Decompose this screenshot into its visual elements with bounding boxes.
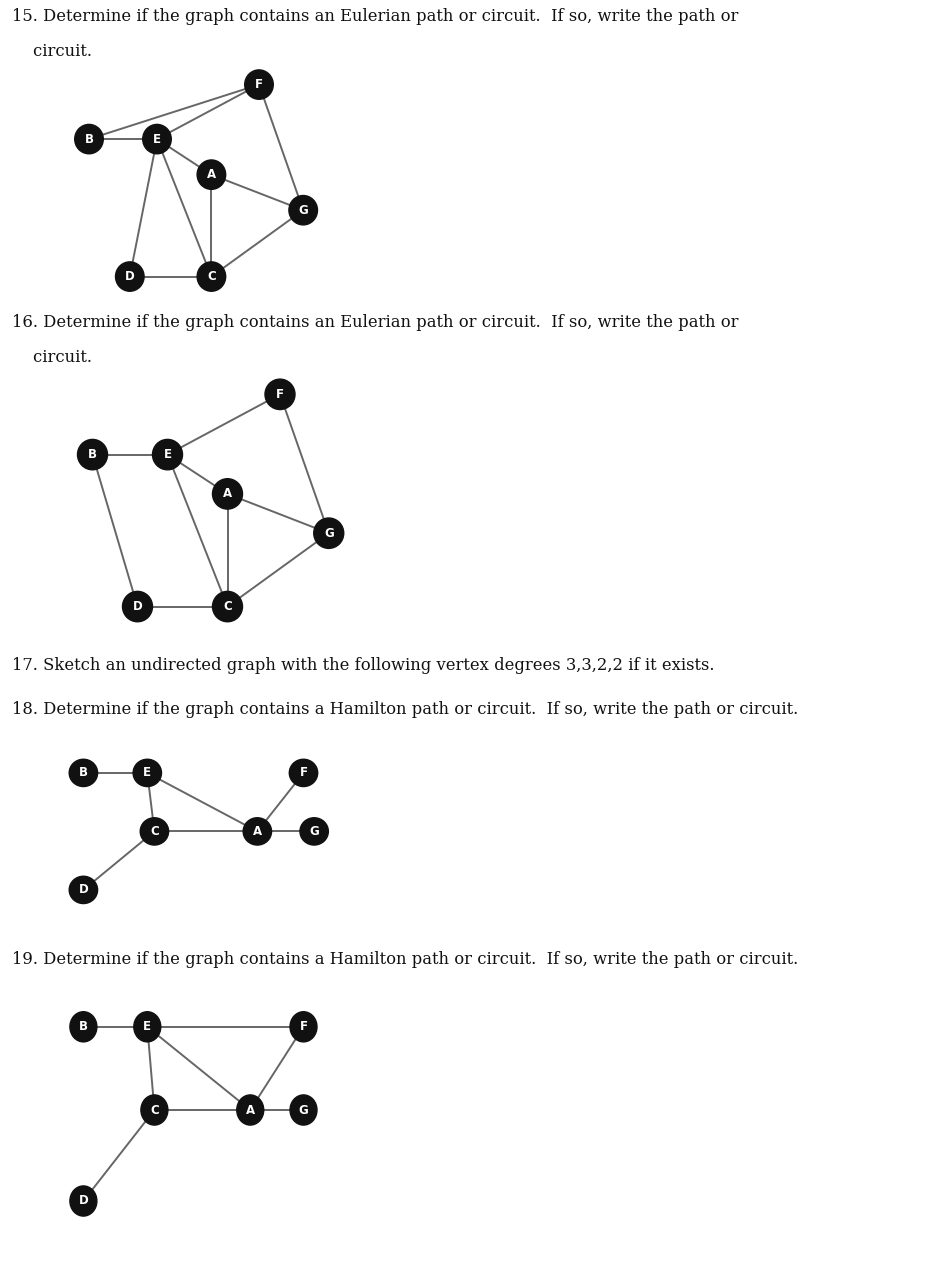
- Text: F: F: [276, 388, 284, 401]
- Ellipse shape: [265, 379, 295, 410]
- Text: A: A: [246, 1103, 255, 1116]
- Text: F: F: [255, 78, 263, 91]
- Ellipse shape: [133, 760, 162, 786]
- Text: G: G: [310, 825, 319, 838]
- Text: F: F: [299, 766, 308, 780]
- Text: C: C: [207, 270, 216, 283]
- Ellipse shape: [245, 70, 273, 100]
- Ellipse shape: [212, 479, 243, 509]
- Text: 15. Determine if the graph contains an Eulerian path or circuit.  If so, write t: 15. Determine if the graph contains an E…: [12, 8, 738, 25]
- Ellipse shape: [289, 196, 317, 225]
- Ellipse shape: [243, 818, 272, 846]
- Ellipse shape: [74, 124, 103, 154]
- Text: circuit.: circuit.: [12, 43, 92, 59]
- Ellipse shape: [141, 1095, 168, 1125]
- Text: E: E: [153, 133, 161, 145]
- Text: C: C: [150, 825, 159, 838]
- Text: A: A: [223, 488, 232, 501]
- Text: D: D: [78, 1194, 88, 1207]
- Ellipse shape: [197, 161, 226, 190]
- Ellipse shape: [140, 818, 168, 846]
- Ellipse shape: [290, 1095, 317, 1125]
- Text: F: F: [299, 1020, 308, 1033]
- Text: E: E: [143, 766, 152, 780]
- Text: 19. Determine if the graph contains a Hamilton path or circuit.  If so, write th: 19. Determine if the graph contains a Ha…: [12, 951, 798, 967]
- Text: 17. Sketch an undirected graph with the following vertex degrees 3,3,2,2 if it e: 17. Sketch an undirected graph with the …: [12, 656, 714, 674]
- Text: B: B: [85, 133, 94, 145]
- Text: G: G: [299, 204, 308, 216]
- Ellipse shape: [197, 262, 226, 291]
- Ellipse shape: [69, 876, 98, 904]
- Text: A: A: [206, 168, 216, 181]
- Text: G: G: [324, 527, 334, 540]
- Ellipse shape: [70, 1186, 97, 1216]
- Ellipse shape: [237, 1095, 264, 1125]
- Ellipse shape: [123, 592, 153, 622]
- Ellipse shape: [290, 1011, 317, 1042]
- Text: E: E: [143, 1020, 152, 1033]
- Text: D: D: [78, 884, 88, 896]
- Text: B: B: [88, 449, 97, 461]
- Text: G: G: [299, 1103, 309, 1116]
- Ellipse shape: [153, 440, 182, 470]
- Ellipse shape: [77, 440, 108, 470]
- Ellipse shape: [69, 760, 98, 786]
- Text: B: B: [79, 766, 88, 780]
- Ellipse shape: [115, 262, 144, 291]
- Text: circuit.: circuit.: [12, 349, 92, 367]
- Ellipse shape: [142, 124, 171, 154]
- Ellipse shape: [212, 592, 243, 622]
- Ellipse shape: [134, 1011, 161, 1042]
- Text: B: B: [79, 1020, 88, 1033]
- Ellipse shape: [289, 760, 318, 786]
- Ellipse shape: [300, 818, 328, 846]
- Text: D: D: [133, 600, 142, 613]
- Text: E: E: [164, 449, 171, 461]
- Text: A: A: [253, 825, 262, 838]
- Ellipse shape: [70, 1011, 97, 1042]
- Text: C: C: [150, 1103, 159, 1116]
- Text: C: C: [223, 600, 232, 613]
- Text: 16. Determine if the graph contains an Eulerian path or circuit.  If so, write t: 16. Determine if the graph contains an E…: [12, 313, 738, 331]
- Ellipse shape: [313, 518, 344, 549]
- Text: 18. Determine if the graph contains a Hamilton path or circuit.  If so, write th: 18. Determine if the graph contains a Ha…: [12, 700, 798, 718]
- Text: D: D: [125, 270, 135, 283]
